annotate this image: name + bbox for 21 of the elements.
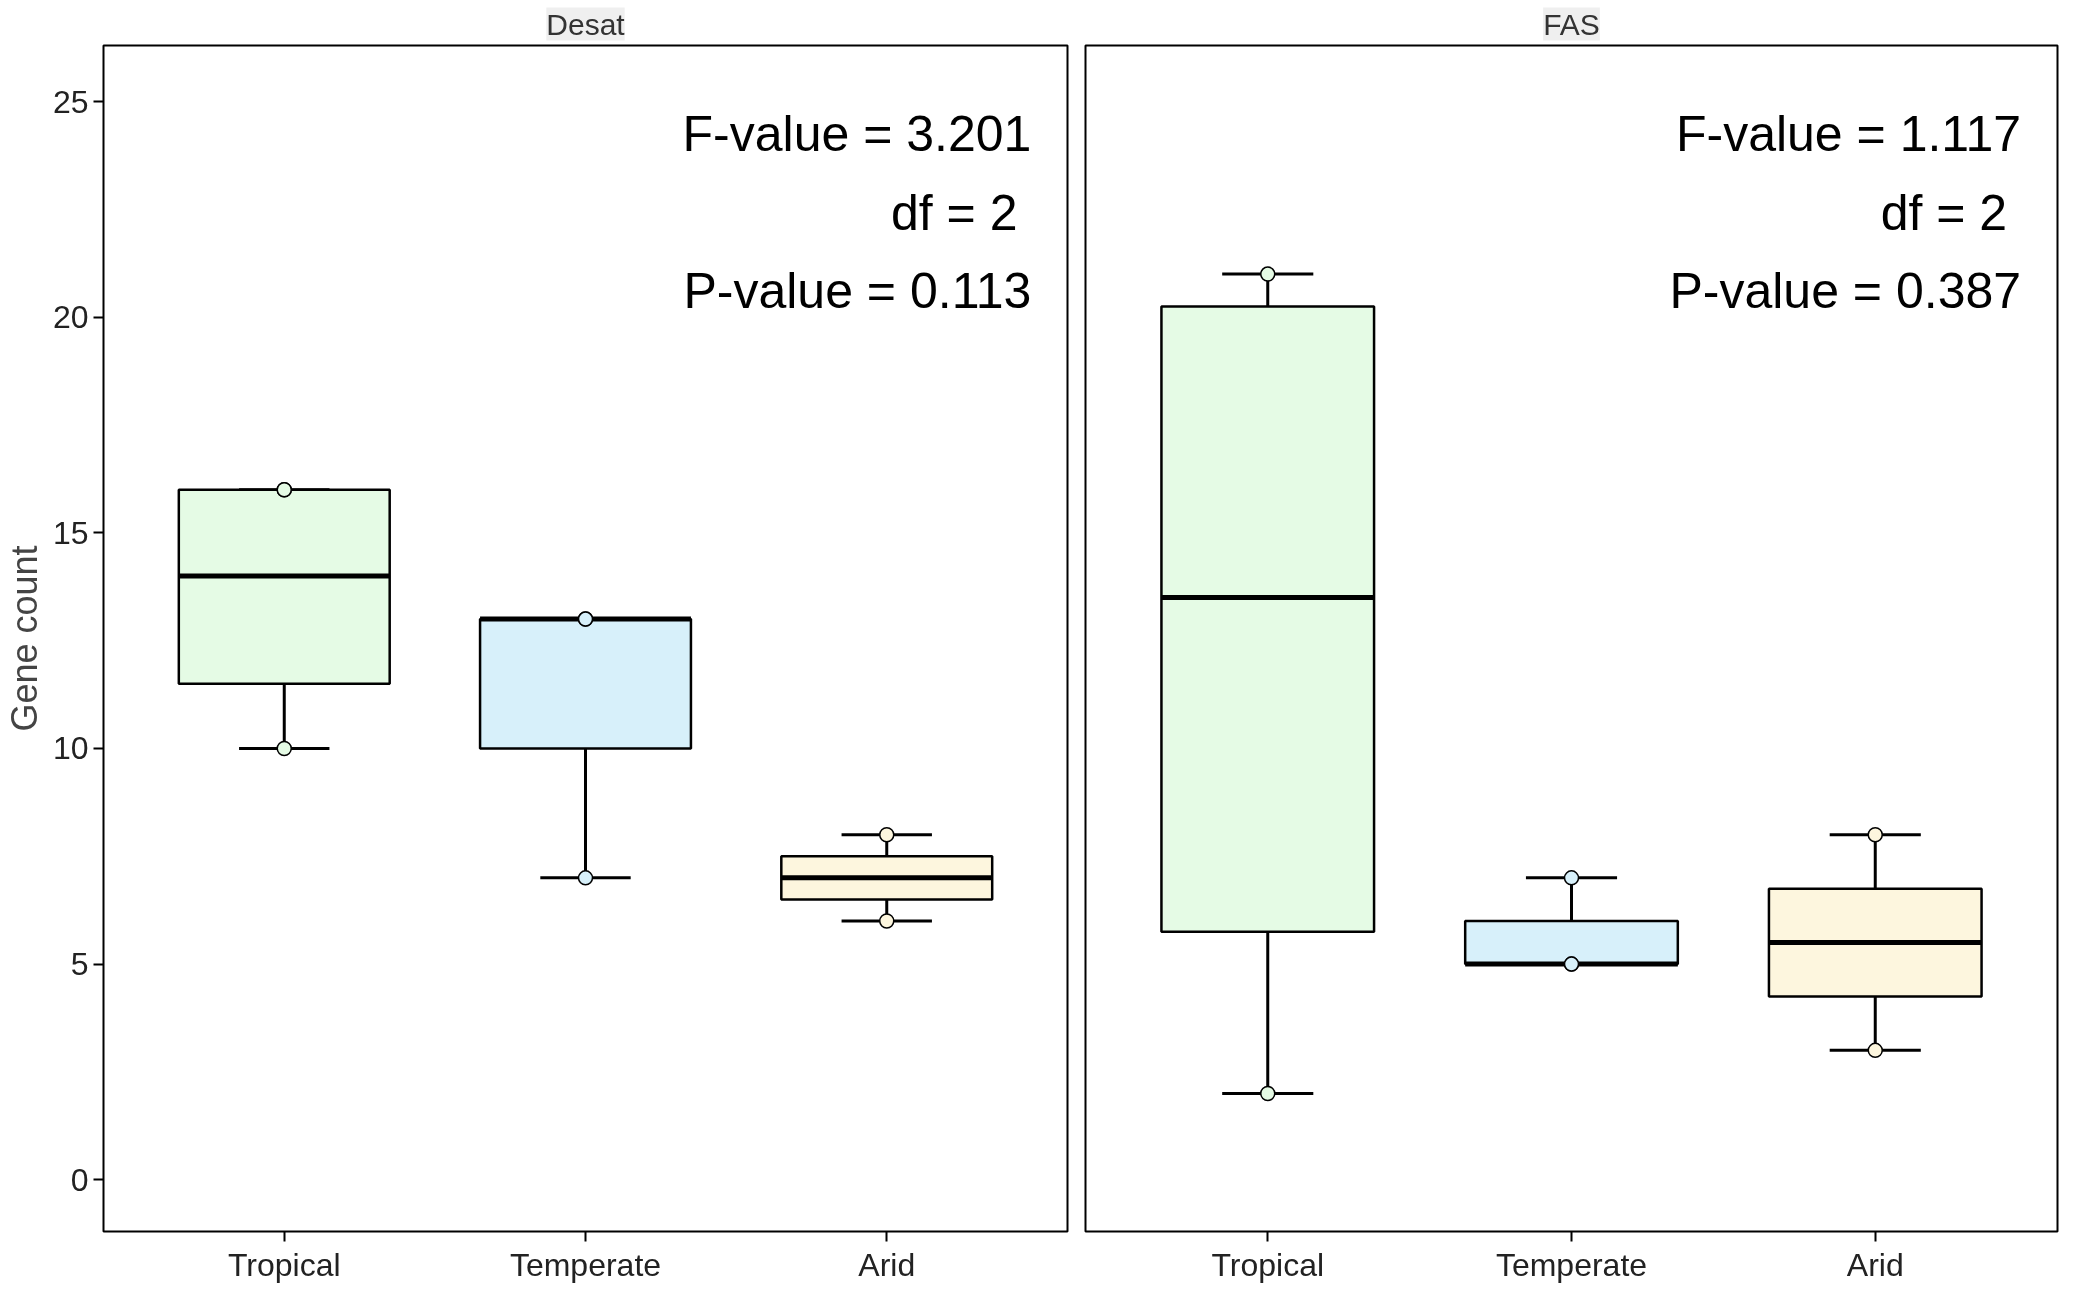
annotation: df = 2 xyxy=(1880,184,2008,241)
y-tick-label: 25 xyxy=(52,83,89,120)
y-tick-label: 10 xyxy=(52,730,89,767)
annotation: df = 2 xyxy=(890,184,1018,241)
x-tick-label: Arid xyxy=(858,1246,916,1283)
x-tick-label: Temperate xyxy=(1495,1246,1648,1283)
annotation: P-value = 0.113 xyxy=(683,263,1032,319)
y-tick-label: 20 xyxy=(52,299,89,336)
x-tick-label: Temperate xyxy=(509,1246,662,1283)
y-tick-label: 15 xyxy=(52,514,89,551)
annotation: F-value = 3.201 xyxy=(682,106,1032,163)
y-tick-label: 5 xyxy=(70,946,89,983)
x-tick-label: Tropical xyxy=(1211,1246,1325,1283)
annotation: P-value = 0.387 xyxy=(1669,263,2022,319)
x-tick-label: Tropical xyxy=(227,1246,341,1283)
x-tick-label: Arid xyxy=(1846,1246,1904,1283)
chart-title: FAS xyxy=(1543,7,1600,41)
chart-title: Desat xyxy=(546,7,626,41)
y-axis-title: Gene count xyxy=(3,545,45,732)
annotation: F-value = 1.117 xyxy=(1675,106,2022,163)
y-tick-label: 0 xyxy=(70,1161,89,1198)
